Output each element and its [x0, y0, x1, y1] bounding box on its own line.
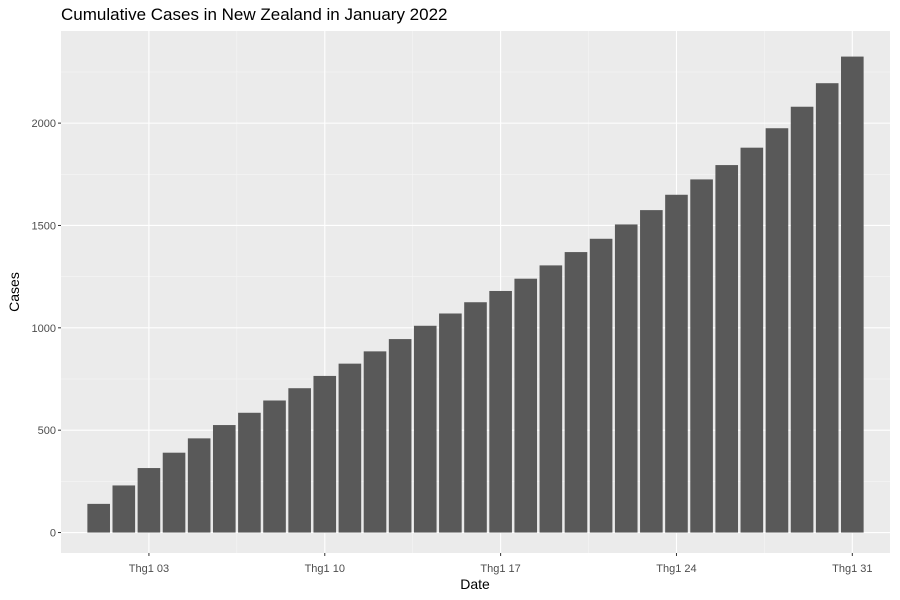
bar [514, 278, 538, 533]
bar [640, 210, 663, 533]
bar [589, 238, 613, 533]
bar [740, 147, 764, 533]
bar [162, 452, 186, 533]
bar [790, 106, 814, 533]
y-axis: 0 500 1000 1500 2000 [32, 118, 61, 540]
x-tick-label: Thg1 17 [480, 563, 520, 575]
bar [288, 388, 311, 533]
bar [614, 224, 638, 533]
bar [112, 485, 136, 533]
bar [539, 265, 563, 533]
bar [187, 438, 211, 533]
y-tick-label: 0 [50, 528, 56, 540]
bar [815, 83, 839, 533]
bar [690, 179, 713, 533]
bar [212, 425, 236, 533]
y-tick-label: 500 [38, 425, 56, 437]
bar [238, 412, 261, 533]
x-tick-label: Thg1 10 [305, 563, 345, 575]
y-axis-title: Cases [6, 272, 22, 312]
bar [715, 165, 739, 533]
bar [765, 128, 789, 533]
bar [263, 400, 286, 533]
bar [388, 339, 412, 533]
bar [338, 363, 362, 533]
x-axis-title: Date [460, 576, 490, 592]
bar [313, 375, 337, 533]
bar [564, 252, 588, 533]
x-axis: Thg1 03 Thg1 10 Thg1 17 Thg1 24 Thg1 31 [129, 553, 873, 575]
bar [665, 194, 688, 533]
y-tick-label: 1500 [32, 220, 56, 232]
bar [87, 503, 110, 533]
bar [464, 302, 487, 533]
bar [413, 325, 437, 533]
bar [841, 56, 864, 533]
x-tick-label: Thg1 03 [129, 563, 169, 575]
x-tick-label: Thg1 31 [832, 563, 872, 575]
bar [489, 290, 512, 533]
y-tick-label: 2000 [32, 118, 56, 130]
x-tick-label: Thg1 24 [656, 563, 696, 575]
bar [363, 351, 387, 533]
bar [439, 313, 462, 533]
chart-title: Cumulative Cases in New Zealand in Janua… [61, 5, 448, 24]
bars [87, 56, 864, 533]
y-tick-label: 1000 [32, 323, 56, 335]
bar [137, 468, 161, 533]
